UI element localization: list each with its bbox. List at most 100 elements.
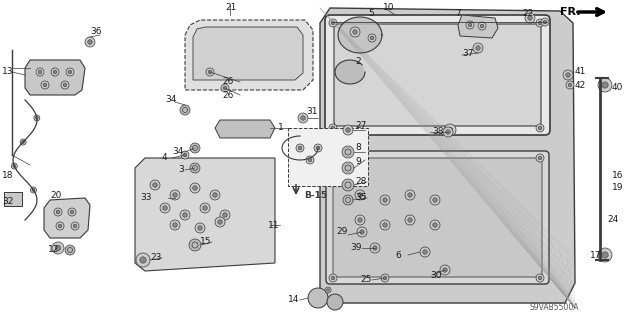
Circle shape (215, 217, 225, 227)
Circle shape (170, 220, 180, 230)
Circle shape (190, 163, 200, 173)
Circle shape (538, 21, 542, 25)
Circle shape (203, 206, 207, 210)
Text: 34: 34 (172, 147, 184, 157)
Circle shape (372, 246, 377, 250)
Polygon shape (193, 27, 303, 80)
Circle shape (189, 239, 201, 251)
Polygon shape (135, 158, 275, 271)
Circle shape (71, 222, 79, 230)
Circle shape (36, 68, 44, 76)
Circle shape (332, 276, 335, 280)
Circle shape (430, 195, 440, 205)
Circle shape (598, 248, 612, 262)
Circle shape (420, 247, 430, 257)
Circle shape (480, 24, 484, 28)
Circle shape (350, 27, 360, 37)
Circle shape (543, 20, 547, 24)
Circle shape (13, 165, 15, 167)
Circle shape (68, 208, 76, 216)
FancyBboxPatch shape (326, 151, 549, 284)
Circle shape (380, 220, 390, 230)
Circle shape (370, 243, 380, 253)
Circle shape (329, 274, 337, 282)
Circle shape (195, 223, 205, 233)
Circle shape (342, 179, 354, 191)
Circle shape (212, 193, 217, 197)
Circle shape (136, 253, 150, 267)
Polygon shape (335, 60, 365, 84)
Polygon shape (185, 20, 313, 90)
Circle shape (368, 34, 376, 42)
Circle shape (360, 230, 364, 234)
Text: 33: 33 (140, 192, 152, 202)
Text: 40: 40 (612, 84, 623, 93)
Text: 26: 26 (222, 78, 234, 86)
Text: 20: 20 (50, 191, 61, 201)
Circle shape (180, 105, 190, 115)
Circle shape (358, 193, 362, 197)
Circle shape (180, 210, 190, 220)
Circle shape (190, 143, 200, 153)
Circle shape (423, 250, 428, 254)
Circle shape (444, 124, 456, 136)
Circle shape (63, 83, 67, 87)
Circle shape (598, 78, 612, 92)
Circle shape (153, 183, 157, 187)
Text: 3: 3 (178, 166, 184, 174)
Circle shape (34, 115, 40, 121)
Circle shape (405, 190, 415, 200)
Circle shape (51, 68, 59, 76)
Text: 35: 35 (355, 194, 367, 203)
Circle shape (408, 218, 412, 222)
Text: 17: 17 (590, 250, 602, 259)
Circle shape (20, 139, 26, 145)
Circle shape (536, 274, 544, 282)
Circle shape (61, 81, 69, 89)
Circle shape (433, 198, 437, 202)
Text: 5: 5 (368, 10, 374, 19)
Circle shape (88, 40, 92, 44)
Circle shape (538, 276, 542, 280)
Circle shape (22, 141, 24, 143)
Circle shape (314, 144, 322, 152)
Circle shape (208, 70, 212, 74)
Text: FR.: FR. (560, 7, 580, 17)
Text: 19: 19 (612, 183, 623, 192)
Text: 4: 4 (162, 153, 168, 162)
Circle shape (32, 189, 35, 191)
Circle shape (408, 193, 412, 197)
Polygon shape (215, 120, 275, 138)
Circle shape (56, 222, 64, 230)
Text: 31: 31 (306, 108, 317, 116)
Text: B-15: B-15 (304, 191, 327, 201)
FancyBboxPatch shape (334, 24, 541, 126)
Circle shape (73, 224, 77, 228)
Circle shape (53, 70, 57, 74)
Text: 6: 6 (395, 250, 401, 259)
Text: 2: 2 (355, 57, 360, 66)
Circle shape (173, 223, 177, 227)
Circle shape (150, 180, 160, 190)
Circle shape (443, 268, 447, 272)
Circle shape (38, 70, 42, 74)
Circle shape (383, 276, 387, 280)
Circle shape (325, 287, 331, 293)
Circle shape (65, 245, 75, 255)
Circle shape (381, 274, 389, 282)
Circle shape (563, 70, 573, 80)
Circle shape (370, 36, 374, 40)
Circle shape (85, 37, 95, 47)
Circle shape (173, 193, 177, 197)
Circle shape (223, 213, 227, 217)
Text: 18: 18 (2, 170, 13, 180)
Text: S9VAB5500A: S9VAB5500A (530, 303, 579, 313)
Circle shape (12, 163, 17, 169)
Circle shape (160, 203, 170, 213)
Bar (288, 128, 368, 186)
Text: 37: 37 (462, 48, 474, 57)
Circle shape (405, 215, 415, 225)
Circle shape (183, 213, 188, 217)
Circle shape (538, 156, 542, 160)
Circle shape (525, 13, 535, 23)
